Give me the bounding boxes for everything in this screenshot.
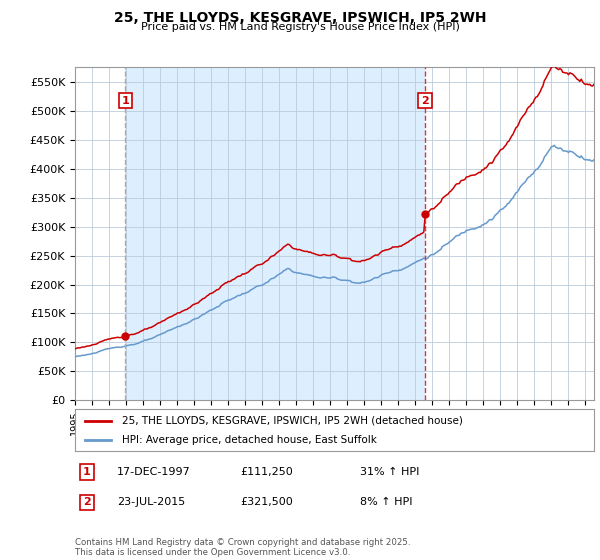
Text: £321,500: £321,500 <box>240 497 293 507</box>
Text: 2: 2 <box>421 96 429 105</box>
Bar <box>425 67 594 400</box>
Bar <box>75 67 125 400</box>
Text: 1: 1 <box>121 96 129 105</box>
Text: 2: 2 <box>83 497 91 507</box>
Text: HPI: Average price, detached house, East Suffolk: HPI: Average price, detached house, East… <box>122 435 377 445</box>
Text: 8% ↑ HPI: 8% ↑ HPI <box>360 497 413 507</box>
Text: 31% ↑ HPI: 31% ↑ HPI <box>360 467 419 477</box>
Text: 1: 1 <box>83 467 91 477</box>
Text: 23-JUL-2015: 23-JUL-2015 <box>117 497 185 507</box>
Text: 17-DEC-1997: 17-DEC-1997 <box>117 467 191 477</box>
Text: 25, THE LLOYDS, KESGRAVE, IPSWICH, IP5 2WH: 25, THE LLOYDS, KESGRAVE, IPSWICH, IP5 2… <box>114 11 486 25</box>
Text: Contains HM Land Registry data © Crown copyright and database right 2025.
This d: Contains HM Land Registry data © Crown c… <box>75 538 410 557</box>
Text: £111,250: £111,250 <box>240 467 293 477</box>
Text: Price paid vs. HM Land Registry's House Price Index (HPI): Price paid vs. HM Land Registry's House … <box>140 22 460 32</box>
Text: 25, THE LLOYDS, KESGRAVE, IPSWICH, IP5 2WH (detached house): 25, THE LLOYDS, KESGRAVE, IPSWICH, IP5 2… <box>122 416 463 426</box>
